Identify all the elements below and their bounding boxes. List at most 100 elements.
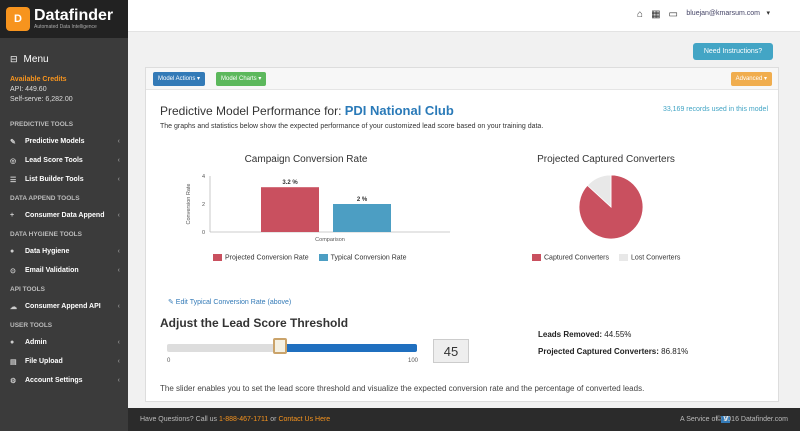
need-instructions-button[interactable]: Need Instructions? — [693, 43, 773, 60]
club-name: PDI National Club — [344, 103, 454, 118]
sidebar-item-lead-score-tools[interactable]: ◎ Lead Score Tools ‹ — [0, 151, 128, 170]
credits-panel: Available Credits API: 449.60 Self-serve… — [0, 71, 128, 115]
chevron-left-icon: ‹ — [117, 377, 120, 384]
credits-title: Available Credits — [10, 76, 67, 83]
sidebar-item-file-upload[interactable]: ▤ File Upload ‹ — [0, 352, 128, 371]
sidebar: D Datafinder Automated Data Intelligence… — [0, 0, 128, 431]
cloud-icon: ☁ — [10, 303, 17, 311]
bar-0 — [261, 187, 319, 232]
model-actions-button[interactable]: Model Actions ▾ — [153, 72, 206, 86]
credit-card-icon[interactable]: ▭ — [668, 9, 678, 20]
footer-service-text: A Service of — [679, 416, 718, 423]
edit-typical-conversion-link[interactable]: ✎ Edit Typical Conversion Rate (above) — [168, 299, 292, 306]
sidebar-item-predictive-models[interactable]: ✎ Predictive Models ‹ — [0, 132, 128, 151]
y-tick-label: 2 — [202, 202, 205, 208]
plus-icon: + — [10, 212, 15, 219]
legend-lost-swatch — [618, 254, 628, 261]
sidebar-item-account-settings[interactable]: ⚙ Account Settings ‹ — [0, 371, 128, 390]
sidebar-item-label: Lead Score Tools — [25, 157, 83, 164]
sidebar-item-list-builder-tools[interactable]: ☰ List Builder Tools ‹ — [0, 170, 128, 189]
chevron-left-icon: ‹ — [117, 157, 120, 164]
legend-captured[interactable]: Captured Converters — [532, 254, 609, 261]
sidebar-item-label: Email Validation — [25, 267, 79, 274]
sidebar-item-label: List Builder Tools — [25, 176, 84, 183]
brand[interactable]: D Datafinder Automated Data Intelligence — [0, 0, 128, 38]
pie-chart-legend: Captured Converters Lost Converters — [532, 254, 680, 261]
footer-phone-link[interactable]: 1-888-467-1711 — [219, 416, 269, 423]
sidebar-item-email-validation[interactable]: ⊙ Email Validation ‹ — [0, 261, 128, 280]
captured-converters-stat: Projected Captured Converters: 86.81% — [538, 347, 688, 356]
list-icon: ☰ — [10, 176, 17, 184]
slider-handle[interactable] — [272, 338, 287, 354]
home-icon[interactable]: ⌂ — [637, 9, 644, 20]
wrench-icon: ✎ — [10, 138, 16, 146]
advanced-button[interactable]: Advanced ▾ — [730, 72, 772, 86]
slider-fill — [279, 344, 417, 352]
model-charts-button[interactable]: Model Charts ▾ — [216, 72, 267, 86]
y-axis-label: Conversion Rate — [186, 184, 192, 225]
legend-captured-label: Captured Converters — [544, 254, 609, 262]
legend-typical-swatch — [318, 254, 328, 261]
model-panel: Model Actions ▾ Model Charts ▾ Advanced … — [145, 67, 779, 402]
chevron-left-icon: ‹ — [117, 138, 120, 145]
sidebar-item-label: Consumer Append API — [25, 303, 101, 310]
pie-slice-lost — [586, 174, 612, 208]
captured-converters-label: Projected Captured Converters: — [538, 347, 659, 356]
chevron-left-icon: ‹ — [117, 267, 120, 274]
verisk-logo-icon: V — [721, 416, 730, 423]
legend-projected-label: Projected Conversion Rate — [225, 254, 309, 262]
footer-question: Have Questions? Call us — [140, 416, 218, 423]
pie-chart-title: Projected Captured Converters — [537, 154, 675, 165]
legend-captured-swatch — [532, 254, 541, 261]
footer-contact-link[interactable]: Contact Us Here — [278, 416, 331, 423]
sidebar-item-data-hygiene[interactable]: ● Data Hygiene ‹ — [0, 242, 128, 261]
sidebar-item-label: Account Settings — [25, 377, 83, 384]
legend-lost-label: Lost Converters — [630, 254, 681, 262]
target-icon: ◎ — [10, 157, 17, 165]
legend-typical[interactable]: Typical Conversion Rate — [318, 254, 407, 262]
leads-removed-stat: Leads Removed: 44.55% — [538, 330, 631, 339]
slider-value: 45 — [433, 339, 469, 363]
credits-selfserve: Self-serve: 6,282.00 — [10, 96, 73, 103]
datafinder-logo-icon: D — [6, 7, 30, 31]
bar-data-label: 2 % — [357, 197, 368, 203]
bar-chart-legend: Projected Conversion Rate Typical Conver… — [213, 254, 407, 261]
sidebar-item-admin[interactable]: ● Admin ‹ — [0, 333, 128, 352]
slider-explanation: The slider enables you to set the lead s… — [160, 384, 645, 393]
bar-1 — [333, 204, 391, 232]
chevron-left-icon: ‹ — [117, 248, 120, 255]
sidebar-section-title: DATA HYGIENE TOOLS — [10, 231, 82, 238]
drop-icon: ● — [10, 248, 15, 255]
sidebar-item-consumer-data-append[interactable]: + Consumer Data Append ‹ — [0, 206, 128, 225]
user-menu-caret-icon[interactable]: ▾ — [766, 10, 770, 17]
threshold-slider[interactable] — [167, 338, 417, 354]
sidebar-item-consumer-append-api[interactable]: ☁ Consumer Append API ‹ — [0, 297, 128, 316]
leads-removed-label: Leads Removed: — [538, 330, 603, 339]
legend-projected[interactable]: Projected Conversion Rate — [213, 254, 309, 261]
legend-lost[interactable]: Lost Converters — [618, 254, 681, 262]
y-tick-label: 0 — [202, 230, 205, 236]
check-circle-icon: ⊙ — [10, 267, 16, 275]
legend-typical-label: Typical Conversion Rate — [330, 254, 407, 262]
menu-toggle[interactable]: ⊟ Menu — [0, 38, 128, 71]
chevron-left-icon: ‹ — [117, 358, 120, 365]
sidebar-item-label: Admin — [25, 339, 47, 346]
y-tick-label: 4 — [202, 174, 205, 180]
leads-removed-value: 44.55% — [604, 330, 632, 339]
sidebar-item-label: File Upload — [25, 358, 63, 365]
footer-copyright: © 2016 Datafinder.com — [716, 416, 788, 423]
footer: Have Questions? Call us 1-888-467-1711 o… — [128, 408, 800, 431]
x-axis-label: Comparison — [315, 237, 345, 243]
sidebar-item-label: Data Hygiene — [25, 248, 70, 255]
sidebar-sections: PREDICTIVE TOOLS ✎ Predictive Models ‹ ◎ Lead… — [0, 115, 128, 390]
user-email[interactable]: bluejan@kmarsum.com — [686, 10, 760, 17]
footer-contact: Have Questions? Call us 1-888-467-1711 o… — [140, 416, 330, 423]
slider-max-label: 100 — [408, 358, 419, 364]
page-title: Predictive Model Performance for: PDI Na… — [160, 103, 454, 118]
sidebar-item-label: Predictive Models — [25, 138, 85, 145]
topbar: ⌂ ▦ ▭ bluejan@kmarsum.com ▾ — [128, 0, 800, 32]
calculator-icon[interactable]: ▦ — [651, 9, 661, 20]
chevron-left-icon: ‹ — [117, 212, 120, 219]
menu-toggle-icon: ⊟ — [10, 54, 18, 64]
sidebar-section-title: DATA APPEND TOOLS — [10, 195, 80, 202]
